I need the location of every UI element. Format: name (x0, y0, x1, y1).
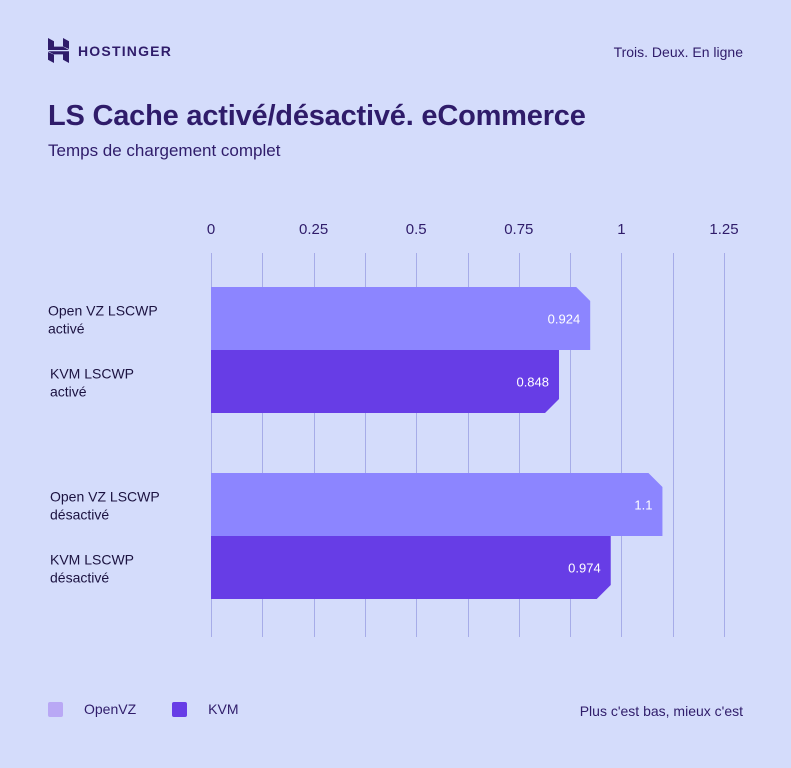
category-label: KVM LSCWP (50, 366, 134, 382)
x-tick-label: 1.25 (709, 221, 738, 238)
legend-label-kvm: KVM (208, 701, 239, 717)
x-tick-label: 1 (617, 221, 625, 238)
legend: OpenVZ KVM (48, 701, 274, 717)
data-label: 1.1 (634, 498, 652, 513)
bar (211, 350, 560, 413)
brand-name: HOSTINGER (78, 42, 173, 59)
category-label: désactivé (50, 570, 109, 586)
x-tick-label: 0.25 (299, 221, 328, 238)
category-label: Open VZ LSCWP (50, 489, 160, 505)
tagline: Trois. Deux. En ligne (613, 44, 743, 60)
category-label: activé (48, 321, 85, 337)
lower-is-better-note: Plus c'est bas, mieux c'est (579, 703, 743, 719)
chart-title: LS Cache activé/désactivé. eCommerce (48, 100, 586, 132)
bar (211, 473, 663, 536)
bar (211, 536, 611, 599)
hostinger-logo: HOSTINGER (48, 38, 172, 63)
hostinger-h-icon (48, 38, 69, 63)
x-tick-label: 0 (207, 221, 215, 238)
legend-item-openvz: OpenVZ (48, 701, 136, 717)
legend-label-openvz: OpenVZ (84, 701, 137, 717)
category-label: Open VZ LSCWP (48, 303, 158, 319)
category-label: activé (50, 384, 87, 400)
bar (211, 287, 591, 350)
data-label: 0.924 (548, 312, 581, 327)
legend-item-kvm: KVM (172, 701, 238, 717)
data-label: 0.848 (516, 375, 549, 390)
x-tick-label: 0.5 (406, 221, 427, 238)
category-label: KVM LSCWP (50, 552, 134, 568)
legend-swatch-kvm (172, 701, 188, 717)
legend-swatch-openvz (48, 701, 63, 717)
category-label: désactivé (50, 507, 109, 523)
x-tick-label: 0.75 (504, 221, 533, 238)
header: HOSTINGER Trois. Deux. En ligne (48, 38, 743, 68)
chart-subtitle: Temps de chargement complet (48, 141, 281, 160)
data-label: 0.974 (568, 561, 601, 576)
